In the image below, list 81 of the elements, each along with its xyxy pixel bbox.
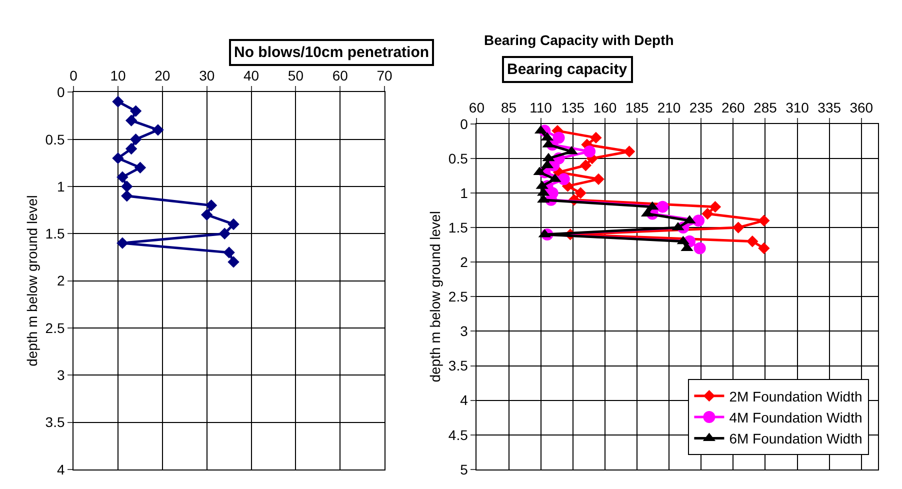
point bbox=[223, 246, 235, 258]
x-tick-label: 10 bbox=[110, 68, 126, 84]
x-tick-label: 310 bbox=[786, 99, 810, 116]
point bbox=[121, 180, 133, 192]
point bbox=[656, 200, 669, 213]
x-tick-label: 70 bbox=[376, 68, 393, 84]
point bbox=[694, 242, 706, 254]
x-tick-label: 185 bbox=[625, 99, 649, 116]
point bbox=[758, 214, 770, 226]
point bbox=[205, 200, 218, 212]
point bbox=[152, 124, 164, 136]
x-tick-label: 60 bbox=[468, 99, 485, 116]
x-tick-label: 135 bbox=[561, 99, 585, 116]
x-tick-label: 20 bbox=[154, 68, 170, 84]
y-tick-label: 4 bbox=[56, 461, 65, 478]
point bbox=[746, 236, 758, 248]
y-tick-label: 1.5 bbox=[448, 219, 468, 236]
point bbox=[218, 228, 230, 240]
point bbox=[228, 218, 240, 230]
y-tick-label: 5 bbox=[460, 461, 468, 478]
y-tick-label: 0 bbox=[460, 116, 468, 132]
y-axis-title: depth m below ground level bbox=[24, 195, 40, 366]
x-tick-label: 40 bbox=[243, 68, 260, 84]
y-tick-label: 1.5 bbox=[45, 226, 65, 242]
point bbox=[758, 242, 770, 254]
y-tick-label: 2 bbox=[460, 254, 468, 270]
point bbox=[692, 214, 705, 227]
legend-label: 6M Foundation Width bbox=[729, 430, 862, 447]
x-tick-label: 285 bbox=[754, 99, 778, 116]
point bbox=[116, 237, 128, 249]
y-tick-label: 4 bbox=[460, 392, 468, 408]
x-tick-label: 50 bbox=[288, 68, 304, 84]
point bbox=[116, 171, 128, 183]
point bbox=[558, 173, 570, 186]
legend-label: 2M Foundation Width bbox=[729, 388, 862, 404]
y-tick-label: 2 bbox=[56, 272, 65, 289]
y-tick-label: 0.5 bbox=[448, 150, 468, 166]
y-tick-label: 3 bbox=[56, 367, 65, 384]
point bbox=[130, 105, 142, 117]
y-tick-label: 0 bbox=[56, 84, 65, 100]
x-tick-label: 85 bbox=[500, 99, 517, 116]
chart-title: No blows/10cm penetration bbox=[234, 44, 430, 61]
y-tick-label: 2.5 bbox=[45, 320, 65, 336]
x-tick-label: 260 bbox=[721, 99, 746, 116]
x-tick-label: 360 bbox=[850, 99, 874, 116]
x-tick-label: 0 bbox=[70, 68, 78, 84]
x-tick-label: 335 bbox=[818, 99, 842, 116]
point bbox=[134, 162, 146, 174]
x-tick-label: 30 bbox=[199, 68, 215, 84]
point bbox=[112, 96, 124, 108]
point bbox=[702, 208, 714, 220]
y-tick-label: 3.5 bbox=[45, 414, 65, 430]
point bbox=[584, 146, 596, 158]
x-tick-label: 60 bbox=[332, 68, 348, 84]
chart-subtitle: Bearing capacity bbox=[507, 61, 628, 78]
x-tick-label: 210 bbox=[657, 99, 681, 116]
y-tick-label: 4.5 bbox=[448, 426, 468, 443]
y-tick-label: 0.5 bbox=[45, 131, 65, 148]
y-tick-label: 3.5 bbox=[448, 358, 468, 374]
point bbox=[130, 133, 142, 146]
chart-title: Bearing Capacity with Depth bbox=[484, 32, 674, 48]
point bbox=[709, 200, 722, 213]
point bbox=[112, 152, 124, 164]
x-tick-label: 235 bbox=[689, 99, 713, 116]
y-axis-title: depth m below ground level bbox=[427, 211, 444, 382]
point bbox=[228, 256, 240, 268]
legend-label: 4M Foundation Width bbox=[729, 409, 862, 426]
point bbox=[574, 187, 586, 199]
y-tick-label: 3 bbox=[460, 323, 468, 340]
y-tick-label: 1 bbox=[56, 178, 65, 194]
point bbox=[200, 208, 213, 221]
point bbox=[590, 132, 602, 144]
point bbox=[121, 190, 133, 202]
x-tick-label: 110 bbox=[530, 99, 552, 116]
point bbox=[125, 142, 138, 155]
y-tick-label: 1 bbox=[460, 184, 468, 201]
y-tick-label: 2.5 bbox=[448, 288, 468, 305]
point bbox=[125, 114, 138, 126]
x-tick-label: 160 bbox=[593, 99, 617, 116]
point bbox=[732, 222, 744, 234]
point bbox=[580, 159, 592, 172]
